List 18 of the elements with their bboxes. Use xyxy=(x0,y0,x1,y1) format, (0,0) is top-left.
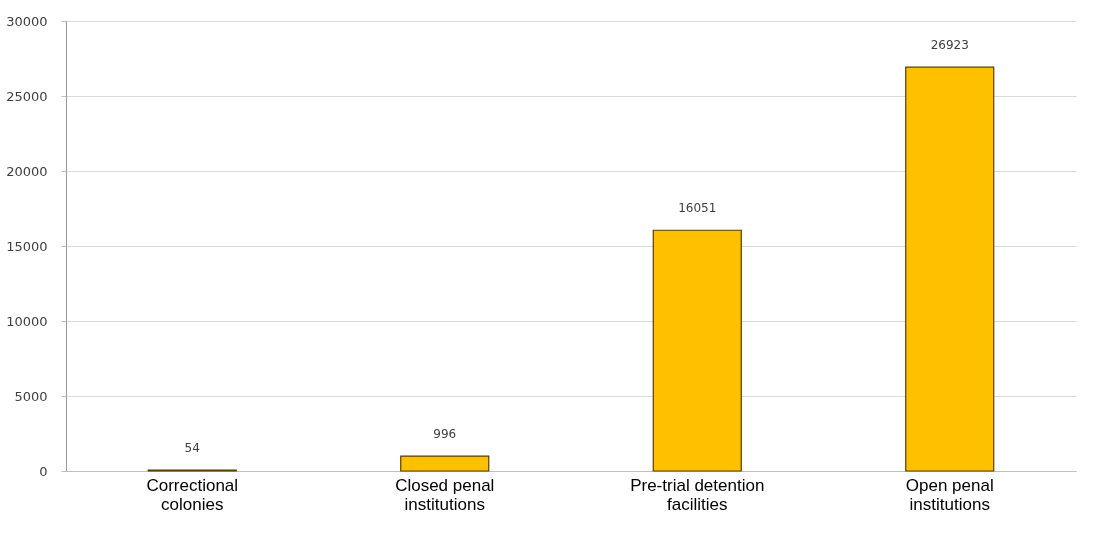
y-tick-label: 10000 xyxy=(6,313,48,329)
y-tick-label: 30000 xyxy=(6,13,48,29)
data-label: 16051 xyxy=(678,201,717,216)
y-tick-label: 5000 xyxy=(14,388,48,404)
data-label: 996 xyxy=(433,427,457,442)
y-tick-label: 15000 xyxy=(6,238,48,254)
bar xyxy=(400,455,490,472)
x-tick-label: Pre-trial detention facilities xyxy=(630,475,765,514)
y-tick-label: 0 xyxy=(39,463,48,479)
bar xyxy=(652,229,742,472)
data-label: 54 xyxy=(184,441,200,456)
x-tick-label: Open penal institutions xyxy=(905,475,994,514)
y-tick-label: 20000 xyxy=(6,163,48,179)
data-label: 26923 xyxy=(930,38,969,53)
y-tick-label: 25000 xyxy=(6,88,48,104)
bar xyxy=(905,66,995,472)
x-tick-label: Correctional colonies xyxy=(146,475,239,514)
x-tick-label: Closed penal institutions xyxy=(395,475,495,514)
